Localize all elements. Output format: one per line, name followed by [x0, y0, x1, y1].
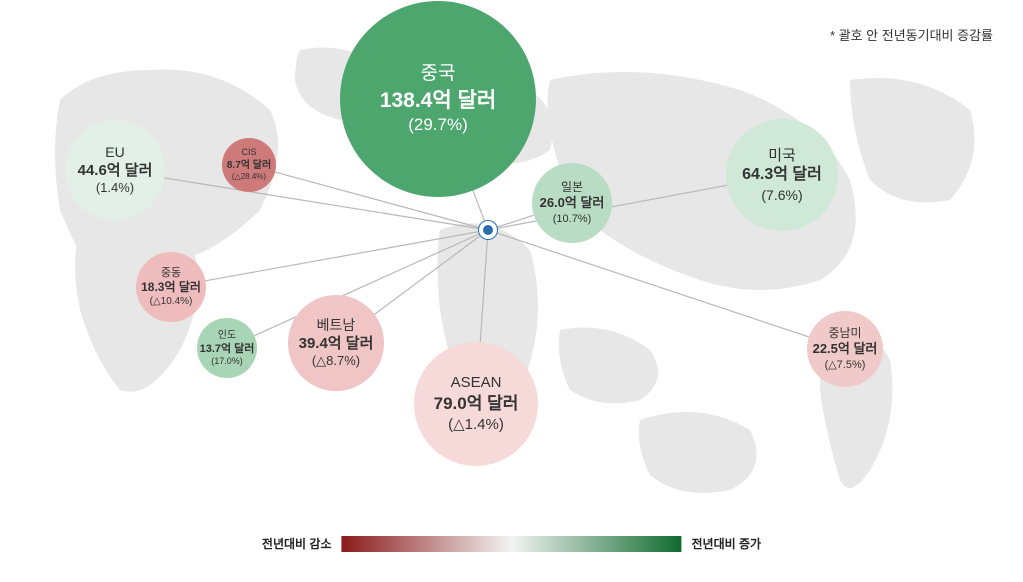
bubble-eu: EU44.6억 달러(1.4%) [65, 120, 165, 220]
bubble-usa: 미국64.3억 달러(7.6%) [726, 119, 838, 231]
bubble-me: 중동18.3억 달러(△10.4%) [136, 252, 206, 322]
bubble-pct: (△10.4%) [150, 295, 193, 308]
bubble-pct: (17.0%) [211, 356, 243, 368]
bubble-vietnam: 베트남39.4억 달러(△8.7%) [288, 295, 384, 391]
bubble-pct: (△28.4%) [232, 172, 266, 182]
bubble-cis: CIS8.7억 달러(△28.4%) [222, 138, 276, 192]
bubble-pct: (7.6%) [761, 186, 802, 204]
bubble-pct: (29.7%) [408, 114, 468, 136]
bubble-value: 138.4억 달러 [380, 87, 496, 114]
center-marker [479, 221, 497, 239]
bubble-value: 22.5억 달러 [813, 341, 878, 358]
bubble-name: 일본 [561, 180, 583, 196]
bubble-value: 79.0억 달러 [434, 393, 519, 415]
note-text: * 괄호 안 전년동기대비 증감률 [830, 25, 993, 44]
bubble-name: 베트남 [317, 316, 356, 334]
bubble-value: 18.3억 달러 [141, 280, 201, 296]
bubble-latam: 중남미22.5억 달러(△7.5%) [807, 311, 883, 387]
bubble-name: 중국 [421, 62, 456, 87]
bubble-china: 중국138.4억 달러(29.7%) [340, 1, 536, 197]
bubble-name: 중동 [161, 266, 181, 280]
bubble-value: 8.7억 달러 [227, 159, 271, 172]
bubble-name: CIS [241, 147, 256, 159]
bubble-india: 인도13.7억 달러(17.0%) [197, 318, 257, 378]
legend: 전년대비 감소 전년대비 증가 [262, 535, 761, 552]
bubble-japan: 일본26.0억 달러(10.7%) [532, 163, 612, 243]
bubble-pct: (△7.5%) [825, 358, 866, 372]
legend-right-label: 전년대비 증가 [692, 535, 762, 552]
bubble-value: 44.6억 달러 [78, 161, 153, 181]
bubble-value: 13.7억 달러 [200, 342, 255, 356]
legend-left-label: 전년대비 감소 [262, 535, 332, 552]
bubble-pct: (1.4%) [96, 180, 134, 197]
bubble-name: 미국 [768, 146, 796, 166]
bubble-value: 39.4억 달러 [299, 334, 374, 354]
legend-gradient-bar [342, 536, 682, 552]
bubble-value: 64.3억 달러 [742, 165, 822, 186]
bubble-pct: (10.7%) [553, 212, 592, 226]
bubble-name: ASEAN [451, 373, 502, 393]
bubble-value: 26.0억 달러 [540, 195, 605, 212]
bubble-pct: (△8.7%) [312, 353, 360, 370]
bubble-name: 인도 [218, 329, 236, 342]
bubble-name: EU [105, 143, 124, 161]
bubble-pct: (△1.4%) [448, 415, 504, 435]
bubble-asean: ASEAN79.0억 달러(△1.4%) [414, 342, 538, 466]
bubble-name: 중남미 [828, 326, 861, 342]
